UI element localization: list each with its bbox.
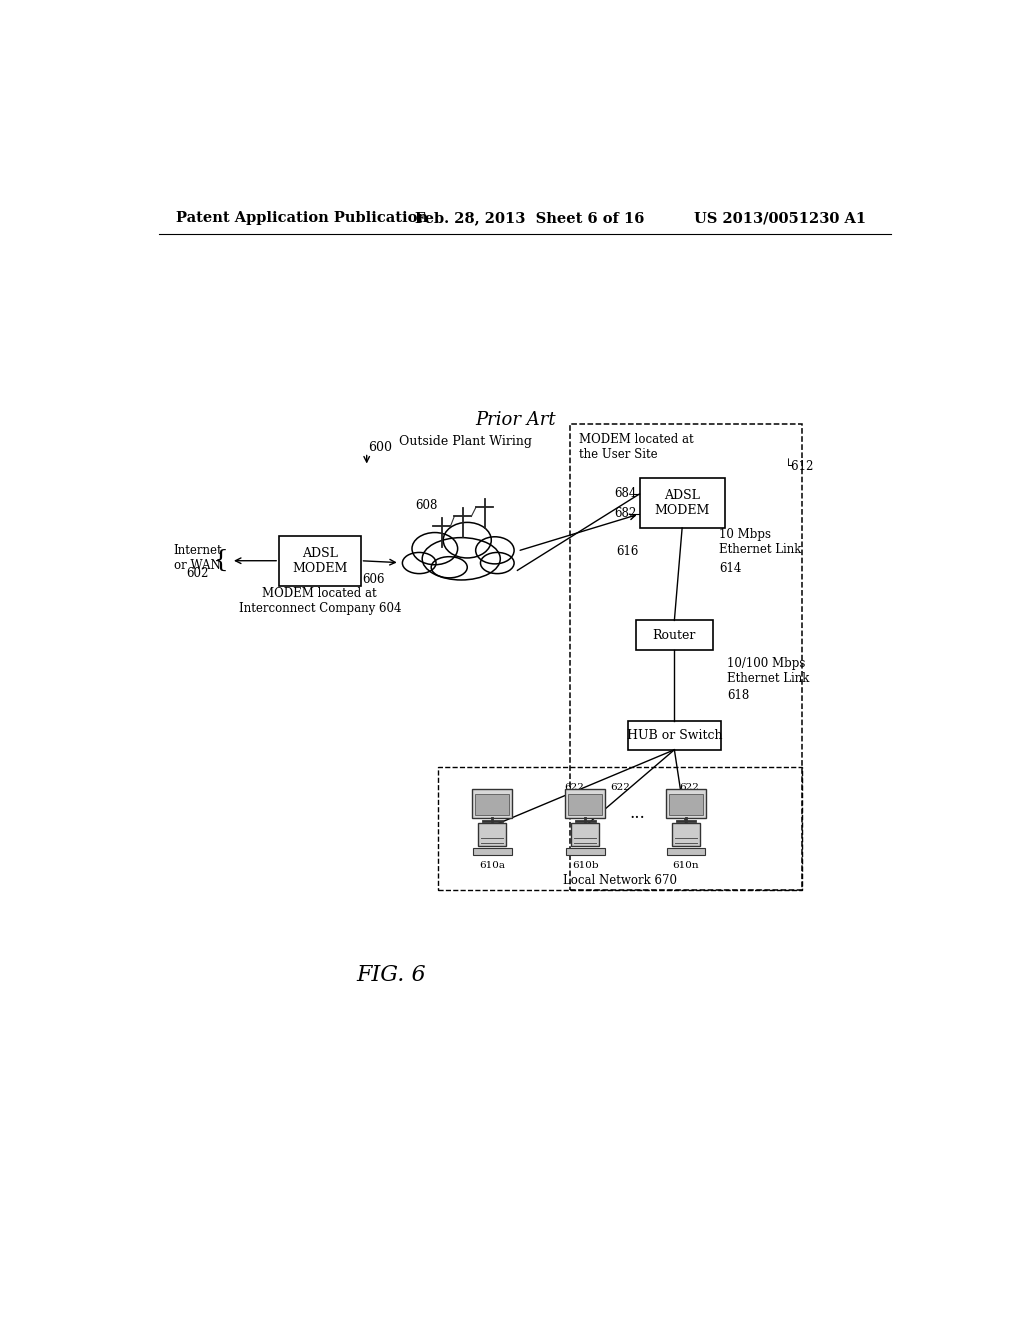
FancyBboxPatch shape — [475, 793, 509, 816]
Text: 610n: 610n — [673, 862, 699, 870]
Text: 602: 602 — [186, 566, 209, 579]
FancyBboxPatch shape — [472, 789, 512, 818]
Ellipse shape — [402, 553, 436, 574]
Text: Feb. 28, 2013  Sheet 6 of 16: Feb. 28, 2013 Sheet 6 of 16 — [415, 211, 644, 226]
Text: 10/100 Mbps
Ethernet Link: 10/100 Mbps Ethernet Link — [727, 657, 809, 685]
Text: 622: 622 — [680, 783, 699, 792]
Text: 684: 684 — [614, 487, 637, 500]
Text: Outside Plant Wiring: Outside Plant Wiring — [398, 436, 531, 449]
FancyBboxPatch shape — [571, 822, 599, 846]
Text: HUB or Switch: HUB or Switch — [627, 729, 722, 742]
FancyBboxPatch shape — [565, 789, 605, 818]
Text: 614: 614 — [719, 561, 741, 574]
Text: 618: 618 — [727, 689, 750, 702]
Text: 622: 622 — [610, 783, 631, 792]
Text: └612: └612 — [785, 459, 814, 473]
Text: Patent Application Publication: Patent Application Publication — [176, 211, 428, 226]
FancyBboxPatch shape — [568, 793, 602, 816]
Text: Local Network 670: Local Network 670 — [563, 874, 677, 887]
Text: 610b: 610b — [572, 862, 599, 870]
FancyBboxPatch shape — [667, 847, 706, 855]
Ellipse shape — [422, 537, 501, 579]
Text: ...: ... — [630, 805, 645, 822]
FancyBboxPatch shape — [478, 822, 506, 846]
Ellipse shape — [412, 532, 458, 565]
Text: MODEM located at
Interconnect Company 604: MODEM located at Interconnect Company 60… — [239, 587, 401, 615]
Text: 682: 682 — [614, 507, 637, 520]
FancyBboxPatch shape — [636, 620, 713, 649]
FancyBboxPatch shape — [666, 789, 707, 818]
Ellipse shape — [480, 553, 514, 574]
Ellipse shape — [476, 537, 514, 564]
Ellipse shape — [431, 557, 467, 578]
Text: MODEM located at
the User Site: MODEM located at the User Site — [579, 433, 693, 461]
Text: {: { — [213, 549, 229, 573]
FancyBboxPatch shape — [672, 822, 700, 846]
Text: 616: 616 — [616, 545, 639, 557]
Text: Internet
or WAN: Internet or WAN — [173, 544, 222, 573]
Text: 600: 600 — [369, 441, 392, 454]
Text: 10 Mbps
Ethernet Link: 10 Mbps Ethernet Link — [719, 528, 802, 556]
FancyBboxPatch shape — [566, 847, 604, 855]
Text: 608: 608 — [415, 499, 437, 512]
FancyBboxPatch shape — [640, 478, 725, 528]
Ellipse shape — [443, 523, 492, 558]
Text: Router: Router — [652, 628, 696, 642]
Text: ADSL
MODEM: ADSL MODEM — [292, 546, 347, 574]
FancyBboxPatch shape — [280, 536, 360, 586]
FancyBboxPatch shape — [628, 721, 721, 750]
FancyBboxPatch shape — [473, 847, 512, 855]
Text: US 2013/0051230 A1: US 2013/0051230 A1 — [693, 211, 866, 226]
Text: Prior Art: Prior Art — [475, 412, 556, 429]
Text: 622: 622 — [564, 783, 584, 792]
Text: FIG. 6: FIG. 6 — [356, 964, 426, 986]
Text: 606: 606 — [362, 573, 385, 586]
FancyBboxPatch shape — [669, 793, 703, 816]
Text: ADSL
MODEM: ADSL MODEM — [654, 488, 710, 517]
Text: 610a: 610a — [479, 862, 505, 870]
